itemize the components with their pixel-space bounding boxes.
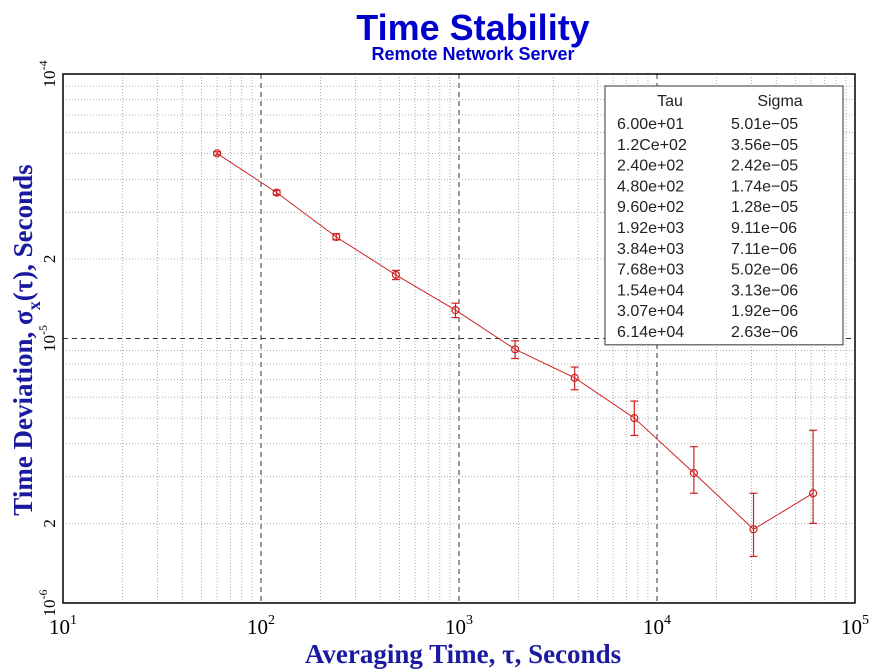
legend-sigma-value: 1.74e−05 bbox=[731, 178, 798, 195]
data-point bbox=[809, 489, 818, 498]
tick-labels: 101 102 103 104 105 10-6 10-5 10-4 2 2 bbox=[36, 61, 869, 640]
x-tick-label: 105 bbox=[841, 613, 869, 639]
legend-sigma-value: 1.92e−06 bbox=[731, 303, 798, 320]
data-point bbox=[510, 345, 520, 354]
legend-sigma-value: 9.11e−06 bbox=[731, 220, 797, 237]
legend-tau-value: 3.84e+03 bbox=[617, 241, 684, 258]
legend-sigma-value: 5.01e−05 bbox=[731, 116, 798, 133]
legend-sigma-value: 2.63e−06 bbox=[731, 324, 798, 341]
legend-header-tau: Tau bbox=[657, 93, 683, 110]
x-axis-label: Averaging Time, τ, Seconds bbox=[305, 639, 621, 669]
legend-tau-value: 1.2Ce+02 bbox=[617, 137, 687, 154]
y-axis-label-prefix: Time Deviation, bbox=[8, 325, 38, 516]
data-point bbox=[451, 306, 460, 315]
legend-tau-value: 2.40e+02 bbox=[617, 158, 684, 175]
legend-sigma-value: 5.02e−06 bbox=[731, 262, 798, 279]
y-axis-label-suffix: (τ), Seconds bbox=[8, 164, 38, 301]
series bbox=[212, 149, 818, 558]
legend-sigma-value: 3.56e−05 bbox=[731, 137, 798, 154]
legend-sigma-value: 7.11e−06 bbox=[731, 241, 797, 258]
legend-tau-value: 6.14e+04 bbox=[617, 324, 684, 341]
legend-tau-value: 9.60e+02 bbox=[617, 199, 684, 216]
legend-sigma-value: 3.13e−06 bbox=[731, 282, 798, 299]
legend-tau-value: 6.00e+01 bbox=[617, 116, 684, 133]
data-point bbox=[749, 525, 758, 534]
data-point bbox=[332, 232, 341, 242]
y-tick-label: 10-6 bbox=[36, 590, 59, 617]
legend-table: Tau Sigma 6.00e+01 5.01e−05 1.2Ce+02 3.56e−05… bbox=[604, 85, 844, 346]
chart-subtitle: Remote Network Server bbox=[371, 44, 574, 64]
data-point bbox=[630, 414, 639, 423]
chart-title: Time Stability bbox=[356, 7, 589, 48]
y-axis-label-sub: x bbox=[24, 301, 44, 310]
legend-box bbox=[604, 85, 844, 346]
x-tick-label: 103 bbox=[445, 613, 473, 639]
legend-header-sigma: Sigma bbox=[757, 93, 802, 110]
x-tick-label: 104 bbox=[643, 613, 671, 639]
y-axis-label: Time Deviation, σx(τ), Seconds bbox=[8, 164, 44, 515]
x-tick-label: 102 bbox=[247, 613, 275, 639]
data-point bbox=[689, 468, 699, 478]
data-point bbox=[272, 188, 281, 197]
legend-sigma-value: 1.28e−05 bbox=[731, 199, 798, 216]
plot-frame bbox=[62, 73, 856, 604]
data-point bbox=[570, 373, 579, 382]
y-minor-tick-label: 2 bbox=[40, 519, 59, 528]
data-point bbox=[391, 270, 400, 279]
data-point bbox=[212, 149, 222, 158]
legend-sigma-value: 2.42e−05 bbox=[731, 158, 798, 175]
legend-tau-value: 3.07e+04 bbox=[617, 303, 684, 320]
y-tick-label: 10-5 bbox=[36, 325, 59, 352]
legend-tau-value: 4.80e+02 bbox=[617, 178, 684, 195]
y-minor-tick-label: 2 bbox=[40, 255, 59, 264]
legend-tau-value: 1.54e+04 bbox=[617, 282, 684, 299]
legend-tau-value: 7.68e+03 bbox=[617, 262, 684, 279]
plot-border bbox=[62, 73, 856, 604]
legend-tau-value: 1.92e+03 bbox=[617, 220, 684, 237]
x-tick-label: 101 bbox=[49, 613, 77, 639]
y-tick-label: 10-4 bbox=[36, 61, 59, 88]
y-axis-label-sigma: σ bbox=[8, 310, 38, 325]
